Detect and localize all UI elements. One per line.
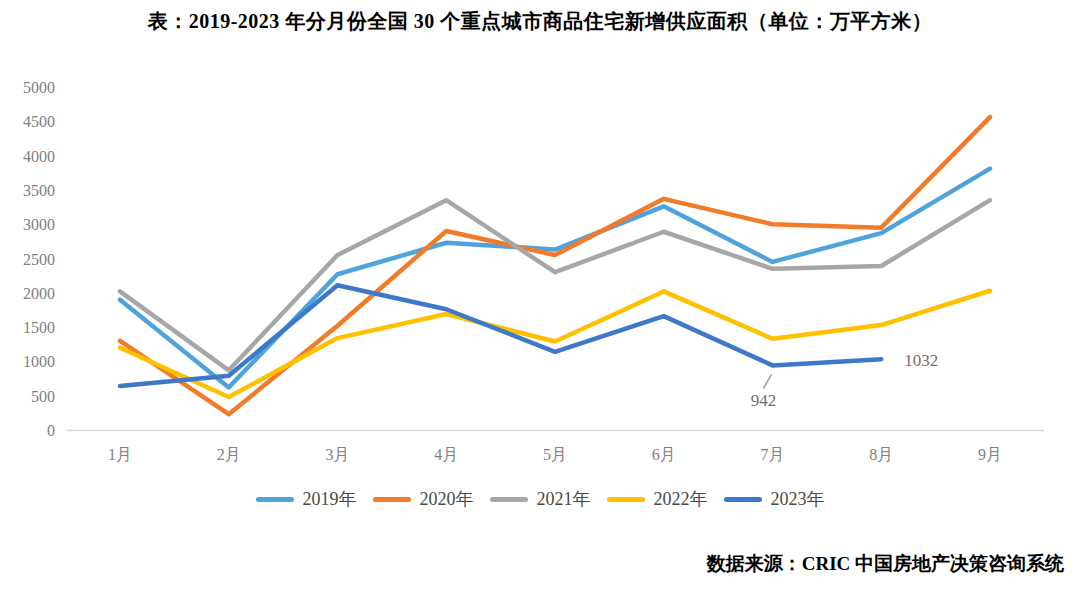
data-source: 数据来源：CRIC 中国房地产决策咨询系统: [707, 551, 1064, 577]
legend-swatch-icon: [490, 497, 528, 502]
x-axis-tick-label: 8月: [869, 446, 893, 463]
legend-label: 2021年: [537, 487, 591, 511]
legend-swatch-icon: [607, 497, 645, 502]
legend-label: 2020年: [420, 487, 474, 511]
y-axis-tick-label: 1000: [23, 353, 55, 370]
legend-item-2021年: 2021年: [490, 487, 591, 511]
x-axis-tick-label: 9月: [978, 446, 1002, 463]
data-label-942: 942: [751, 391, 777, 410]
legend-label: 2022年: [654, 487, 708, 511]
y-axis-tick-label: 2500: [23, 251, 55, 268]
x-axis-tick-label: 1月: [108, 446, 132, 463]
y-axis-tick-label: 5000: [23, 79, 55, 96]
legend-item-2019年: 2019年: [256, 487, 357, 511]
y-axis-tick-label: 0: [47, 422, 55, 439]
chart-page: 表：2019-2023 年分月份全国 30 个重点城市商品住宅新增供应面积（单位…: [0, 0, 1080, 598]
annotation-leader-line: [764, 374, 772, 388]
y-axis-tick-label: 3000: [23, 216, 55, 233]
y-axis-tick-label: 3500: [23, 182, 55, 199]
y-axis-tick-label: 2000: [23, 285, 55, 302]
y-axis-tick-label: 500: [31, 388, 55, 405]
y-axis-tick-label: 4500: [23, 113, 55, 130]
x-axis-tick-label: 2月: [217, 446, 241, 463]
x-axis-tick-label: 6月: [652, 446, 676, 463]
legend-item-2022年: 2022年: [607, 487, 708, 511]
y-axis-tick-label: 4000: [23, 148, 55, 165]
series-line-2019年: [120, 169, 990, 388]
legend-swatch-icon: [256, 497, 294, 502]
chart-legend: 2019年 2020年 2021年 2022年 2023年: [0, 487, 1080, 511]
x-axis-tick-label: 4月: [434, 446, 458, 463]
legend-label: 2019年: [303, 487, 357, 511]
line-chart: 0 500 1000 1500 2000 2500 3000 3500 4000 4500 5000…: [0, 0, 1080, 478]
series-line-2022年: [120, 291, 990, 397]
legend-item-2020年: 2020年: [373, 487, 474, 511]
legend-item-2023年: 2023年: [724, 487, 825, 511]
y-axis-tick-label: 1500: [23, 319, 55, 336]
x-axis-tick-label: 7月: [761, 446, 785, 463]
x-axis-tick-label: 3月: [326, 446, 350, 463]
legend-swatch-icon: [724, 497, 762, 502]
legend-label: 2023年: [771, 487, 825, 511]
data-label-1032: 1032: [904, 351, 938, 370]
legend-swatch-icon: [373, 497, 411, 502]
x-axis-tick-label: 5月: [543, 446, 567, 463]
